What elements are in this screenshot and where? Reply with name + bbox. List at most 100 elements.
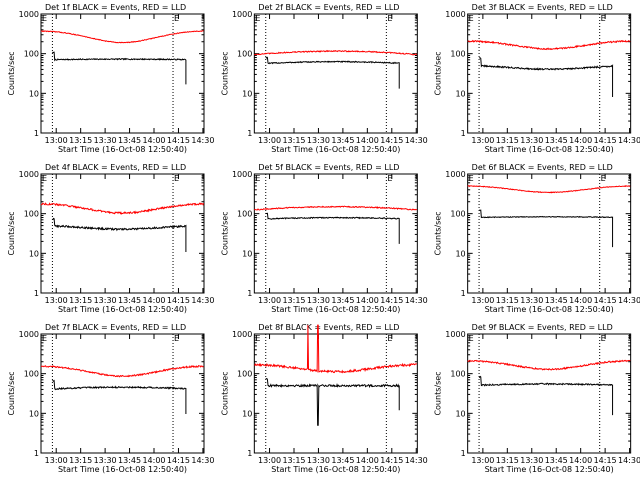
panel-title: Det 6f BLACK = Events, RED = LLD	[472, 163, 613, 172]
y-axis-label: Counts/sec	[434, 51, 443, 95]
y-tick-label: 10	[455, 409, 465, 418]
interval-marker: E	[174, 174, 179, 183]
x-tick-label: 13:15	[282, 456, 305, 465]
panel-title: Det 7f BLACK = Events, RED = LLD	[45, 323, 186, 332]
x-tick-label: 13:00	[258, 136, 281, 145]
series-events-line	[265, 378, 400, 426]
y-tick-label: 1	[34, 129, 39, 138]
y-tick-label: 1	[461, 449, 466, 458]
series-lld-line	[467, 39, 631, 51]
y-tick-label: 10	[242, 249, 252, 258]
x-tick-label: 13:00	[45, 296, 68, 305]
x-tick-label: 14:00	[569, 296, 592, 305]
y-tick-label: 1	[247, 289, 252, 298]
panel-title: Det 9f BLACK = Events, RED = LLD	[472, 323, 613, 332]
interval-marker: E	[255, 14, 260, 23]
x-tick-label: 14:15	[380, 296, 403, 305]
panel-7f: Det 7f BLACK = Events, RED = LLD 1 10 100 10…	[7, 323, 214, 474]
series-lld-line	[467, 359, 631, 371]
series-lld-line	[254, 324, 418, 374]
x-tick-label: 13:30	[94, 456, 117, 465]
series-events-line	[52, 51, 187, 85]
y-axis-label: Counts/sec	[7, 371, 16, 415]
y-axis-label: Counts/sec	[434, 211, 443, 255]
x-tick-label: 13:00	[258, 296, 281, 305]
x-tick-label: 13:45	[545, 136, 568, 145]
x-tick-label: 13:30	[520, 296, 543, 305]
x-tick-label: 14:00	[142, 456, 165, 465]
y-tick-label: 100	[24, 370, 39, 379]
panel-9f: Det 9f BLACK = Events, RED = LLD 1 10 100 10…	[434, 323, 640, 474]
y-tick-label: 1000	[232, 10, 252, 19]
y-tick-label: 100	[450, 370, 465, 379]
series-lld-line	[41, 365, 204, 378]
x-tick-label: 14:15	[380, 456, 403, 465]
y-tick-label: 1000	[19, 10, 39, 19]
y-tick-label: 1000	[445, 10, 465, 19]
plot-frame	[253, 13, 418, 134]
x-tick-label: 13:45	[118, 136, 141, 145]
interval-marker: E	[469, 14, 474, 23]
x-tick-label: 13:45	[118, 296, 141, 305]
interval-marker: E	[601, 174, 606, 183]
y-tick-label: 100	[237, 50, 252, 59]
series-lld-line	[40, 202, 205, 215]
series-events-line	[478, 57, 614, 97]
x-tick-label: 14:15	[167, 136, 190, 145]
x-axis-label: Start Time (16-Oct-08 12:50:40)	[58, 145, 187, 154]
y-tick-label: 100	[237, 210, 252, 219]
panel-3f: Det 3f BLACK = Events, RED = LLD 1 10 100 10…	[434, 3, 640, 154]
x-tick-label: 13:15	[496, 456, 519, 465]
plot-frame	[253, 333, 418, 454]
y-tick-label: 10	[29, 409, 39, 418]
x-tick-label: 14:00	[142, 296, 165, 305]
panel-5f: Det 5f BLACK = Events, RED = LLD 1 10 100 10…	[220, 163, 427, 314]
x-tick-label: 13:00	[45, 136, 68, 145]
interval-marker: E	[42, 174, 47, 183]
x-tick-label: 13:15	[496, 296, 519, 305]
interval-marker: E	[174, 334, 179, 343]
y-tick-label: 1	[247, 449, 252, 458]
x-tick-label: 14:15	[594, 456, 617, 465]
x-tick-label: 13:15	[69, 296, 92, 305]
x-tick-label: 13:30	[520, 456, 543, 465]
x-tick-label: 14:30	[618, 456, 640, 465]
x-tick-label: 13:45	[545, 456, 568, 465]
panel-2f: Det 2f BLACK = Events, RED = LLD 1 10 100 10…	[220, 3, 427, 154]
x-tick-label: 14:00	[569, 136, 592, 145]
interval-marker: E	[255, 174, 260, 183]
interval-marker: E	[387, 174, 392, 183]
x-tick-label: 14:00	[356, 136, 379, 145]
x-tick-label: 13:00	[471, 456, 494, 465]
y-axis-label: Counts/sec	[220, 51, 229, 95]
x-tick-label: 13:45	[331, 456, 354, 465]
series-events-line	[478, 375, 614, 416]
y-tick-label: 10	[455, 249, 465, 258]
x-tick-label: 14:30	[405, 136, 428, 145]
y-tick-label: 1	[34, 449, 39, 458]
y-tick-label: 1000	[445, 330, 465, 339]
x-tick-label: 13:30	[307, 136, 330, 145]
x-tick-label: 13:30	[307, 296, 330, 305]
panel-title: Det 4f BLACK = Events, RED = LLD	[45, 163, 186, 172]
x-tick-label: 13:15	[69, 136, 92, 145]
x-tick-label: 14:30	[618, 136, 640, 145]
series-lld-line	[254, 49, 418, 56]
interval-marker: E	[601, 14, 606, 23]
x-tick-label: 14:00	[356, 456, 379, 465]
x-tick-label: 14:00	[569, 456, 592, 465]
y-tick-label: 100	[237, 370, 252, 379]
panel-title: Det 8f BLACK = Events, RED = LLD	[258, 323, 399, 332]
interval-marker: E	[387, 14, 392, 23]
interval-marker: E	[174, 14, 179, 23]
plot-frame	[40, 333, 205, 454]
y-tick-label: 1000	[445, 170, 465, 179]
x-axis-label: Start Time (16-Oct-08 12:50:40)	[58, 305, 187, 314]
x-tick-label: 13:30	[94, 296, 117, 305]
x-tick-label: 13:15	[496, 136, 519, 145]
plot-frame	[253, 173, 418, 294]
series-events-line	[478, 209, 614, 248]
panel-title: Det 5f BLACK = Events, RED = LLD	[258, 163, 399, 172]
